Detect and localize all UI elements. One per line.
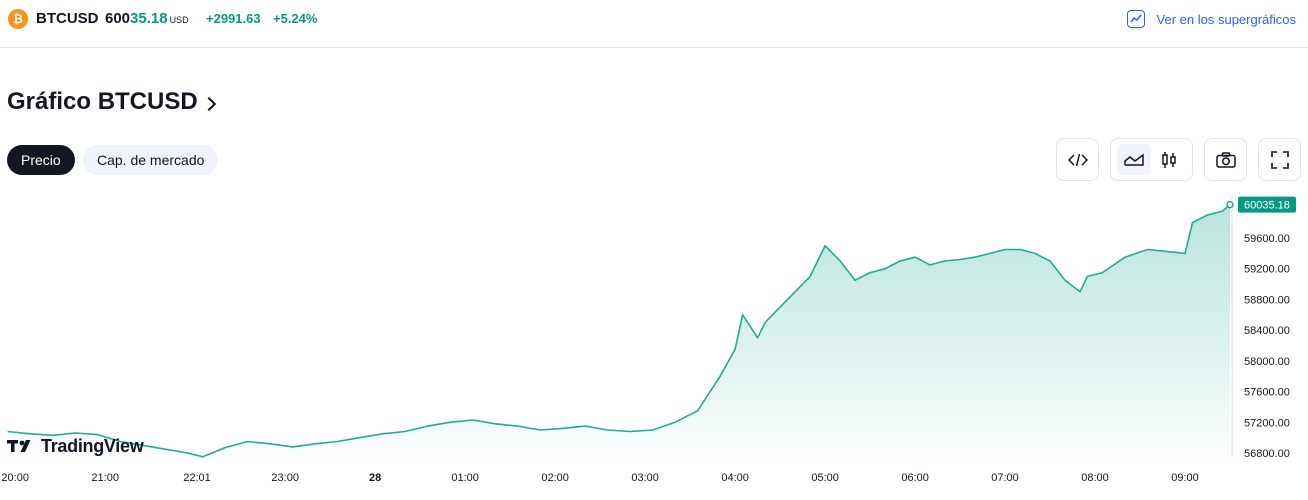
x-tick-label: 06:00 [901, 472, 929, 484]
x-tick-label: 05:00 [811, 472, 839, 484]
price-area-fill [7, 204, 1231, 457]
x-tick-label: 07:00 [991, 472, 1019, 484]
price-tail: 35.18 [130, 10, 168, 27]
ticker-bar: ₿ BTCUSD 60035.18 USD +2991.63 +5.24% Ver… [0, 0, 1308, 48]
area-chart-icon [1124, 153, 1144, 166]
y-tick-label: 57600.00 [1244, 387, 1290, 399]
x-tick-label: 28 [369, 472, 381, 484]
candlestick-icon [1162, 151, 1176, 168]
page-title[interactable]: Gráfico BTCUSD [7, 87, 216, 117]
tradingview-logo[interactable]: TradingView [7, 436, 144, 456]
tab-price[interactable]: Precio [7, 145, 75, 175]
price-chart[interactable]: 59600.00 59200.00 58800.00 58400.00 58000.00… [0, 195, 1308, 490]
ticker-price: 60035.18 USD [105, 9, 189, 30]
code-icon [1067, 153, 1088, 166]
chart-style-toggle [1110, 138, 1193, 181]
tradingview-logo-text: TradingView [41, 436, 144, 456]
x-tick-label: 20:00 [1, 472, 29, 484]
y-tick-label: 58400.00 [1244, 325, 1290, 337]
supercharts-link-label: Ver en los supergráficos [1156, 11, 1296, 27]
price-change-percent: +5.24% [273, 11, 318, 26]
x-tick-label: 21:00 [91, 472, 119, 484]
ticker-symbol: BTCUSD [36, 10, 99, 27]
x-tick-label: 02:00 [541, 472, 569, 484]
y-tick-label: 56800.00 [1244, 448, 1290, 460]
tab-market-cap[interactable]: Cap. de mercado [83, 145, 219, 175]
bitcoin-icon: ₿ [8, 9, 28, 29]
x-tick-label: 23:00 [271, 472, 299, 484]
y-tick-label: 58800.00 [1244, 294, 1290, 306]
price-currency: USD [169, 15, 189, 25]
x-tick-label: 08:00 [1081, 472, 1109, 484]
supercharts-link[interactable]: Ver en los supergráficos [1126, 9, 1296, 29]
x-tick-label: 22:01 [183, 472, 211, 484]
camera-icon [1215, 151, 1236, 168]
price-change-absolute: +2991.63 [206, 11, 261, 26]
x-tick-label: 04:00 [721, 472, 749, 484]
snapshot-button[interactable] [1204, 138, 1247, 181]
y-tick-label: 58000.00 [1244, 356, 1290, 368]
last-value-label: 60035.18 [1244, 200, 1290, 212]
fullscreen-button[interactable] [1258, 138, 1301, 181]
area-style-button[interactable] [1117, 144, 1152, 175]
embed-button[interactable] [1056, 138, 1099, 181]
price-series-line [7, 203, 1231, 458]
trend-line-icon [1126, 10, 1145, 28]
fullscreen-icon [1270, 150, 1289, 169]
tradingview-logo-icon [7, 440, 31, 452]
x-tick-label: 03:00 [631, 472, 659, 484]
x-tick-label: 01:00 [451, 472, 479, 484]
y-tick-label: 57200.00 [1244, 417, 1290, 429]
candles-style-button[interactable] [1152, 144, 1186, 175]
last-value-badge [1238, 196, 1296, 213]
y-tick-label: 59200.00 [1244, 264, 1290, 276]
last-point-marker [1226, 200, 1234, 209]
y-tick-label: 59600.00 [1244, 233, 1290, 245]
price-lead: 600 [105, 10, 131, 27]
chevron-right-icon [201, 96, 216, 111]
page-title-text: Gráfico BTCUSD [7, 88, 198, 115]
x-tick-label: 09:00 [1171, 472, 1199, 484]
